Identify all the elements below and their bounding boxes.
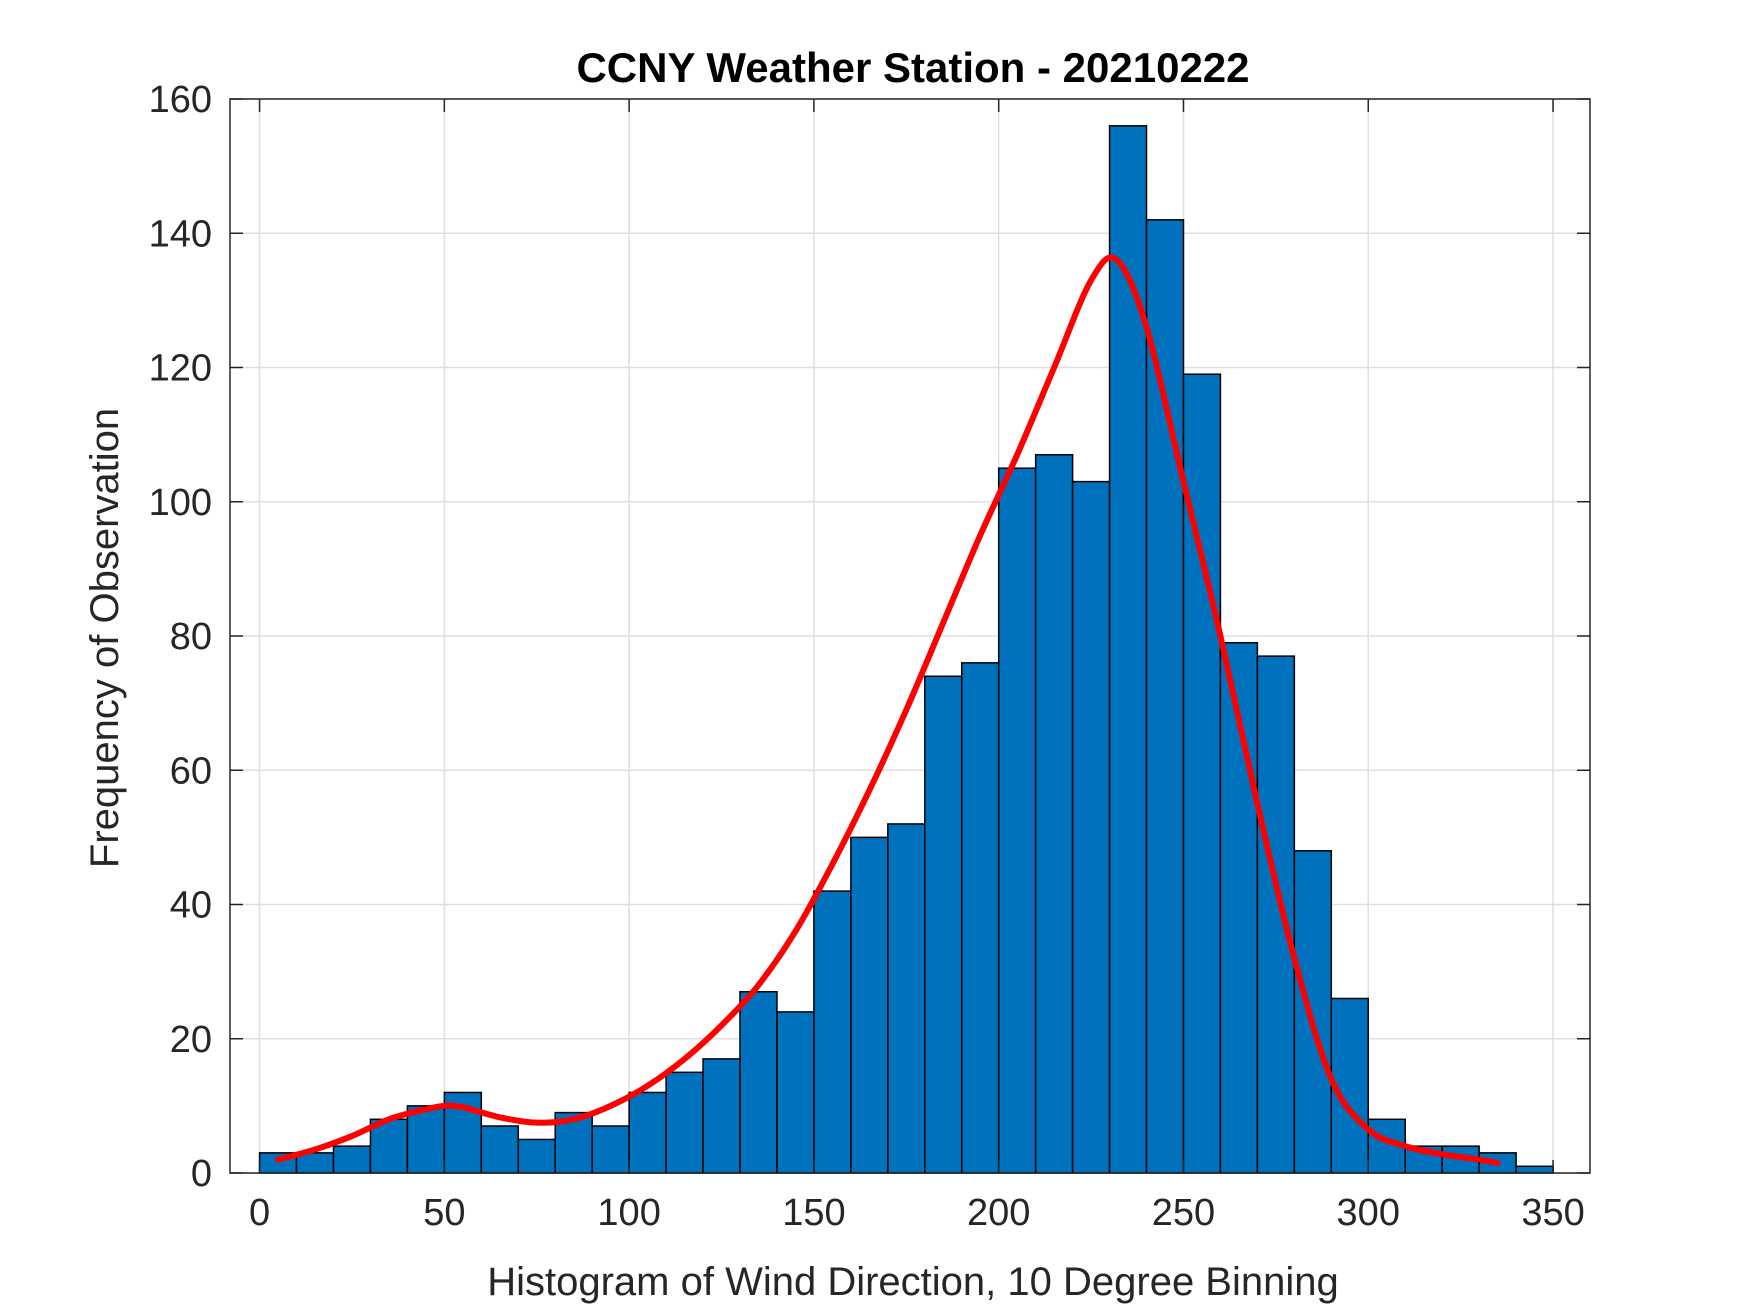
x-tick-label: 350	[1521, 1192, 1584, 1234]
y-tick-label: 60	[170, 750, 212, 792]
y-axis-label: Frequency of Observation	[83, 408, 127, 868]
histogram-bar	[739, 991, 778, 1174]
histogram-bar	[332, 1145, 372, 1174]
y-tick-label: 120	[149, 348, 212, 390]
y-tick-label: 80	[170, 616, 212, 658]
histogram-bar	[591, 1125, 630, 1174]
y-tick-labels: 0 20 40 60 80 100 120 140 160	[149, 79, 212, 1195]
chart-title: CCNY Weather Station - 20210222	[576, 44, 1249, 91]
histogram-bar	[960, 662, 1000, 1174]
x-tick-label: 250	[1152, 1192, 1215, 1234]
histogram-bar	[924, 675, 963, 1174]
histogram-bar	[1256, 655, 1296, 1174]
y-tick-label: 20	[170, 1019, 212, 1061]
histogram-bar	[813, 890, 852, 1174]
histogram-bar	[1145, 219, 1185, 1174]
x-tick-label: 100	[597, 1192, 660, 1234]
histogram-bar	[887, 823, 926, 1174]
x-tick-label: 150	[782, 1192, 845, 1234]
y-tick-label: 140	[149, 213, 212, 255]
y-tick-label: 0	[191, 1153, 212, 1195]
histogram-bar	[369, 1118, 409, 1174]
x-tick-label: 200	[967, 1192, 1030, 1234]
histogram-bar	[665, 1071, 704, 1174]
x-tick-label: 50	[423, 1192, 465, 1234]
axis-ticks	[230, 98, 1590, 1174]
histogram-bar	[1219, 641, 1259, 1174]
histogram-bar	[406, 1105, 446, 1174]
histogram-bar	[517, 1138, 556, 1174]
histogram-bar	[480, 1125, 520, 1174]
x-tick-label: 300	[1337, 1192, 1400, 1234]
histogram-bar	[997, 467, 1037, 1174]
x-axis-label: Histogram of Wind Direction, 10 Degree B…	[487, 1260, 1339, 1304]
y-tick-label: 100	[149, 482, 212, 524]
x-tick-label: 0	[249, 1192, 270, 1234]
fit-curve	[275, 254, 1501, 1166]
histogram-bar	[628, 1091, 667, 1174]
y-tick-label: 40	[170, 885, 212, 927]
histogram-bar	[702, 1058, 741, 1174]
histogram-bar	[1034, 454, 1074, 1174]
histogram-bar	[1515, 1165, 1554, 1174]
x-tick-labels: 0 50 100 150 200 250 300 350	[249, 1192, 1585, 1234]
histogram-bar	[776, 1011, 815, 1174]
histogram-bar	[1293, 850, 1333, 1174]
y-tick-label: 160	[149, 79, 212, 121]
histogram-bar	[850, 836, 889, 1174]
histogram-bar	[1071, 480, 1111, 1174]
